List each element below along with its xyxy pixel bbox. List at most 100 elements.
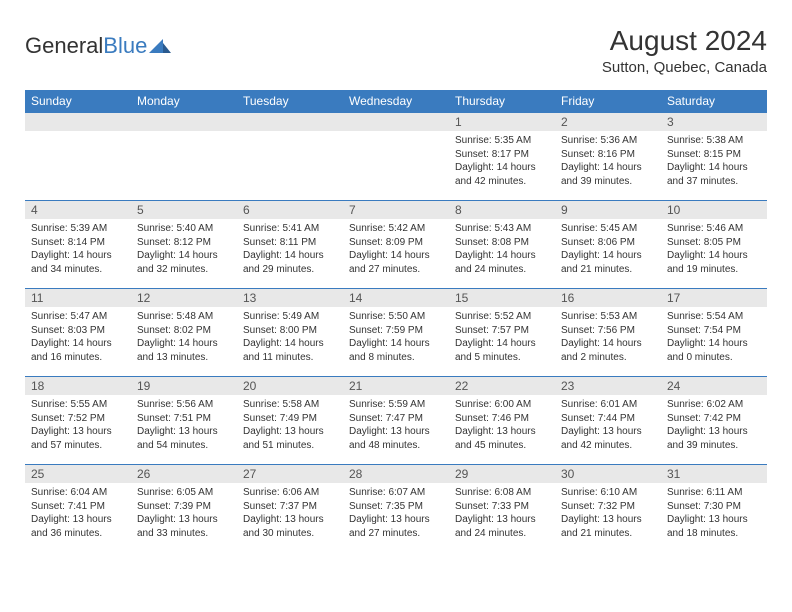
day-details: Sunrise: 5:45 AMSunset: 8:06 PMDaylight:… <box>555 219 661 278</box>
day-num-empty <box>131 112 237 131</box>
sunset-line: Sunset: 7:39 PM <box>137 500 231 514</box>
day-num-empty <box>343 112 449 131</box>
sunset-line: Sunset: 7:47 PM <box>349 412 443 426</box>
day-details: Sunrise: 5:55 AMSunset: 7:52 PMDaylight:… <box>25 395 131 454</box>
sunrise-line: Sunrise: 5:41 AM <box>243 222 337 236</box>
calendar-empty-cell <box>237 112 343 200</box>
calendar-day-cell: 1Sunrise: 5:35 AMSunset: 8:17 PMDaylight… <box>449 112 555 200</box>
calendar-day-cell: 6Sunrise: 5:41 AMSunset: 8:11 PMDaylight… <box>237 200 343 288</box>
sunset-line: Sunset: 7:52 PM <box>31 412 125 426</box>
sunrise-line: Sunrise: 6:07 AM <box>349 486 443 500</box>
day-details: Sunrise: 5:46 AMSunset: 8:05 PMDaylight:… <box>661 219 767 278</box>
calendar-day-cell: 21Sunrise: 5:59 AMSunset: 7:47 PMDayligh… <box>343 376 449 464</box>
daylight-line: Daylight: 13 hours and 54 minutes. <box>137 425 231 452</box>
day-number: 27 <box>237 464 343 483</box>
day-number: 31 <box>661 464 767 483</box>
calendar-day-cell: 17Sunrise: 5:54 AMSunset: 7:54 PMDayligh… <box>661 288 767 376</box>
day-details: Sunrise: 5:50 AMSunset: 7:59 PMDaylight:… <box>343 307 449 366</box>
sunset-line: Sunset: 7:33 PM <box>455 500 549 514</box>
sunset-line: Sunset: 7:59 PM <box>349 324 443 338</box>
sunset-line: Sunset: 7:46 PM <box>455 412 549 426</box>
calendar-day-cell: 11Sunrise: 5:47 AMSunset: 8:03 PMDayligh… <box>25 288 131 376</box>
sunset-line: Sunset: 8:02 PM <box>137 324 231 338</box>
sunrise-line: Sunrise: 5:47 AM <box>31 310 125 324</box>
sunrise-line: Sunrise: 6:06 AM <box>243 486 337 500</box>
calendar-empty-cell <box>343 112 449 200</box>
logo-word1: General <box>25 33 103 58</box>
sunset-line: Sunset: 7:32 PM <box>561 500 655 514</box>
calendar-day-cell: 9Sunrise: 5:45 AMSunset: 8:06 PMDaylight… <box>555 200 661 288</box>
daylight-line: Daylight: 14 hours and 42 minutes. <box>455 161 549 188</box>
day-number: 25 <box>25 464 131 483</box>
day-number: 21 <box>343 376 449 395</box>
day-number: 23 <box>555 376 661 395</box>
sunset-line: Sunset: 8:06 PM <box>561 236 655 250</box>
daylight-line: Daylight: 14 hours and 39 minutes. <box>561 161 655 188</box>
sunset-line: Sunset: 7:35 PM <box>349 500 443 514</box>
day-num-empty <box>25 112 131 131</box>
sunrise-line: Sunrise: 5:42 AM <box>349 222 443 236</box>
sunrise-line: Sunrise: 6:00 AM <box>455 398 549 412</box>
sunset-line: Sunset: 7:57 PM <box>455 324 549 338</box>
day-details: Sunrise: 5:59 AMSunset: 7:47 PMDaylight:… <box>343 395 449 454</box>
day-details: Sunrise: 5:52 AMSunset: 7:57 PMDaylight:… <box>449 307 555 366</box>
day-details: Sunrise: 6:04 AMSunset: 7:41 PMDaylight:… <box>25 483 131 542</box>
day-details: Sunrise: 5:53 AMSunset: 7:56 PMDaylight:… <box>555 307 661 366</box>
sunset-line: Sunset: 8:17 PM <box>455 148 549 162</box>
logo-text: GeneralBlue <box>25 33 147 59</box>
sunrise-line: Sunrise: 5:52 AM <box>455 310 549 324</box>
sunset-line: Sunset: 7:49 PM <box>243 412 337 426</box>
logo: GeneralBlue <box>25 25 171 59</box>
daylight-line: Daylight: 13 hours and 27 minutes. <box>349 513 443 540</box>
sunrise-line: Sunrise: 6:04 AM <box>31 486 125 500</box>
calendar-day-cell: 8Sunrise: 5:43 AMSunset: 8:08 PMDaylight… <box>449 200 555 288</box>
day-details: Sunrise: 6:07 AMSunset: 7:35 PMDaylight:… <box>343 483 449 542</box>
daylight-line: Daylight: 14 hours and 8 minutes. <box>349 337 443 364</box>
weekday-header: Saturday <box>661 90 767 112</box>
day-number: 14 <box>343 288 449 307</box>
day-details: Sunrise: 6:02 AMSunset: 7:42 PMDaylight:… <box>661 395 767 454</box>
daylight-line: Daylight: 14 hours and 27 minutes. <box>349 249 443 276</box>
sunrise-line: Sunrise: 5:49 AM <box>243 310 337 324</box>
day-details: Sunrise: 5:39 AMSunset: 8:14 PMDaylight:… <box>25 219 131 278</box>
calendar-week-row: 25Sunrise: 6:04 AMSunset: 7:41 PMDayligh… <box>25 464 767 552</box>
sunrise-line: Sunrise: 5:50 AM <box>349 310 443 324</box>
daylight-line: Daylight: 13 hours and 21 minutes. <box>561 513 655 540</box>
day-details: Sunrise: 6:08 AMSunset: 7:33 PMDaylight:… <box>449 483 555 542</box>
day-details: Sunrise: 5:41 AMSunset: 8:11 PMDaylight:… <box>237 219 343 278</box>
calendar-day-cell: 7Sunrise: 5:42 AMSunset: 8:09 PMDaylight… <box>343 200 449 288</box>
day-details: Sunrise: 5:43 AMSunset: 8:08 PMDaylight:… <box>449 219 555 278</box>
day-number: 18 <box>25 376 131 395</box>
sunset-line: Sunset: 8:11 PM <box>243 236 337 250</box>
daylight-line: Daylight: 13 hours and 39 minutes. <box>667 425 761 452</box>
sunrise-line: Sunrise: 5:36 AM <box>561 134 655 148</box>
sunset-line: Sunset: 7:41 PM <box>31 500 125 514</box>
title-block: August 2024 Sutton, Quebec, Canada <box>602 25 767 76</box>
day-number: 1 <box>449 112 555 131</box>
location: Sutton, Quebec, Canada <box>602 59 767 76</box>
daylight-line: Daylight: 14 hours and 24 minutes. <box>455 249 549 276</box>
logo-triangle-icon <box>149 37 171 55</box>
sunset-line: Sunset: 8:16 PM <box>561 148 655 162</box>
calendar-day-cell: 22Sunrise: 6:00 AMSunset: 7:46 PMDayligh… <box>449 376 555 464</box>
weekday-header: Monday <box>131 90 237 112</box>
sunrise-line: Sunrise: 5:39 AM <box>31 222 125 236</box>
day-details: Sunrise: 5:49 AMSunset: 8:00 PMDaylight:… <box>237 307 343 366</box>
day-number: 28 <box>343 464 449 483</box>
sunset-line: Sunset: 8:05 PM <box>667 236 761 250</box>
day-details: Sunrise: 5:35 AMSunset: 8:17 PMDaylight:… <box>449 131 555 190</box>
sunrise-line: Sunrise: 6:10 AM <box>561 486 655 500</box>
calendar-week-row: 11Sunrise: 5:47 AMSunset: 8:03 PMDayligh… <box>25 288 767 376</box>
day-details: Sunrise: 5:48 AMSunset: 8:02 PMDaylight:… <box>131 307 237 366</box>
calendar-day-cell: 16Sunrise: 5:53 AMSunset: 7:56 PMDayligh… <box>555 288 661 376</box>
calendar-week-row: 18Sunrise: 5:55 AMSunset: 7:52 PMDayligh… <box>25 376 767 464</box>
daylight-line: Daylight: 14 hours and 13 minutes. <box>137 337 231 364</box>
calendar-day-cell: 2Sunrise: 5:36 AMSunset: 8:16 PMDaylight… <box>555 112 661 200</box>
weekday-header: Wednesday <box>343 90 449 112</box>
sunset-line: Sunset: 7:56 PM <box>561 324 655 338</box>
daylight-line: Daylight: 13 hours and 42 minutes. <box>561 425 655 452</box>
header: GeneralBlue August 2024 Sutton, Quebec, … <box>25 25 767 76</box>
weekday-header: Friday <box>555 90 661 112</box>
daylight-line: Daylight: 14 hours and 19 minutes. <box>667 249 761 276</box>
day-number: 20 <box>237 376 343 395</box>
